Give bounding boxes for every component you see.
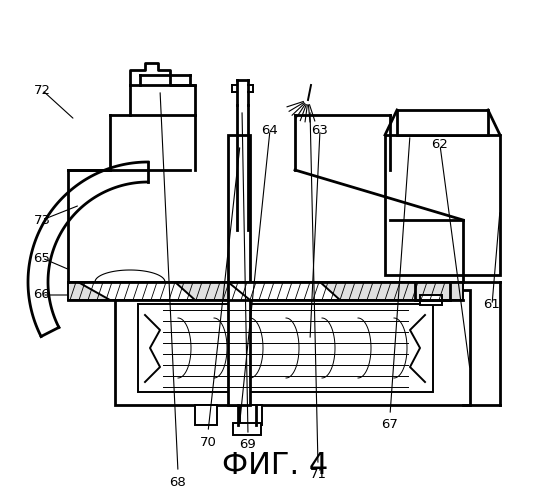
Bar (195, 405, 217, 425)
Text: 66: 66 (34, 288, 50, 302)
Bar (240, 405, 262, 425)
Text: 63: 63 (311, 124, 328, 136)
Polygon shape (228, 282, 340, 300)
Text: 69: 69 (240, 438, 256, 452)
Bar (397, 110, 488, 135)
Text: 68: 68 (170, 476, 186, 488)
Bar (385, 135, 500, 275)
Bar (138, 304, 433, 392)
Text: 71: 71 (310, 468, 327, 481)
Bar (115, 290, 470, 405)
Text: 70: 70 (199, 436, 217, 448)
Polygon shape (78, 282, 195, 300)
Text: 64: 64 (262, 124, 278, 136)
Text: 62: 62 (431, 138, 449, 151)
Text: 73: 73 (34, 214, 51, 226)
Bar (420, 295, 442, 305)
Text: ФИГ. 4: ФИГ. 4 (222, 450, 328, 480)
Bar (228, 135, 250, 405)
Text: 67: 67 (381, 418, 398, 432)
Bar (68, 282, 463, 300)
Text: 65: 65 (34, 252, 51, 264)
Text: 72: 72 (34, 84, 51, 96)
Text: 61: 61 (484, 298, 500, 312)
Bar (233, 423, 261, 435)
